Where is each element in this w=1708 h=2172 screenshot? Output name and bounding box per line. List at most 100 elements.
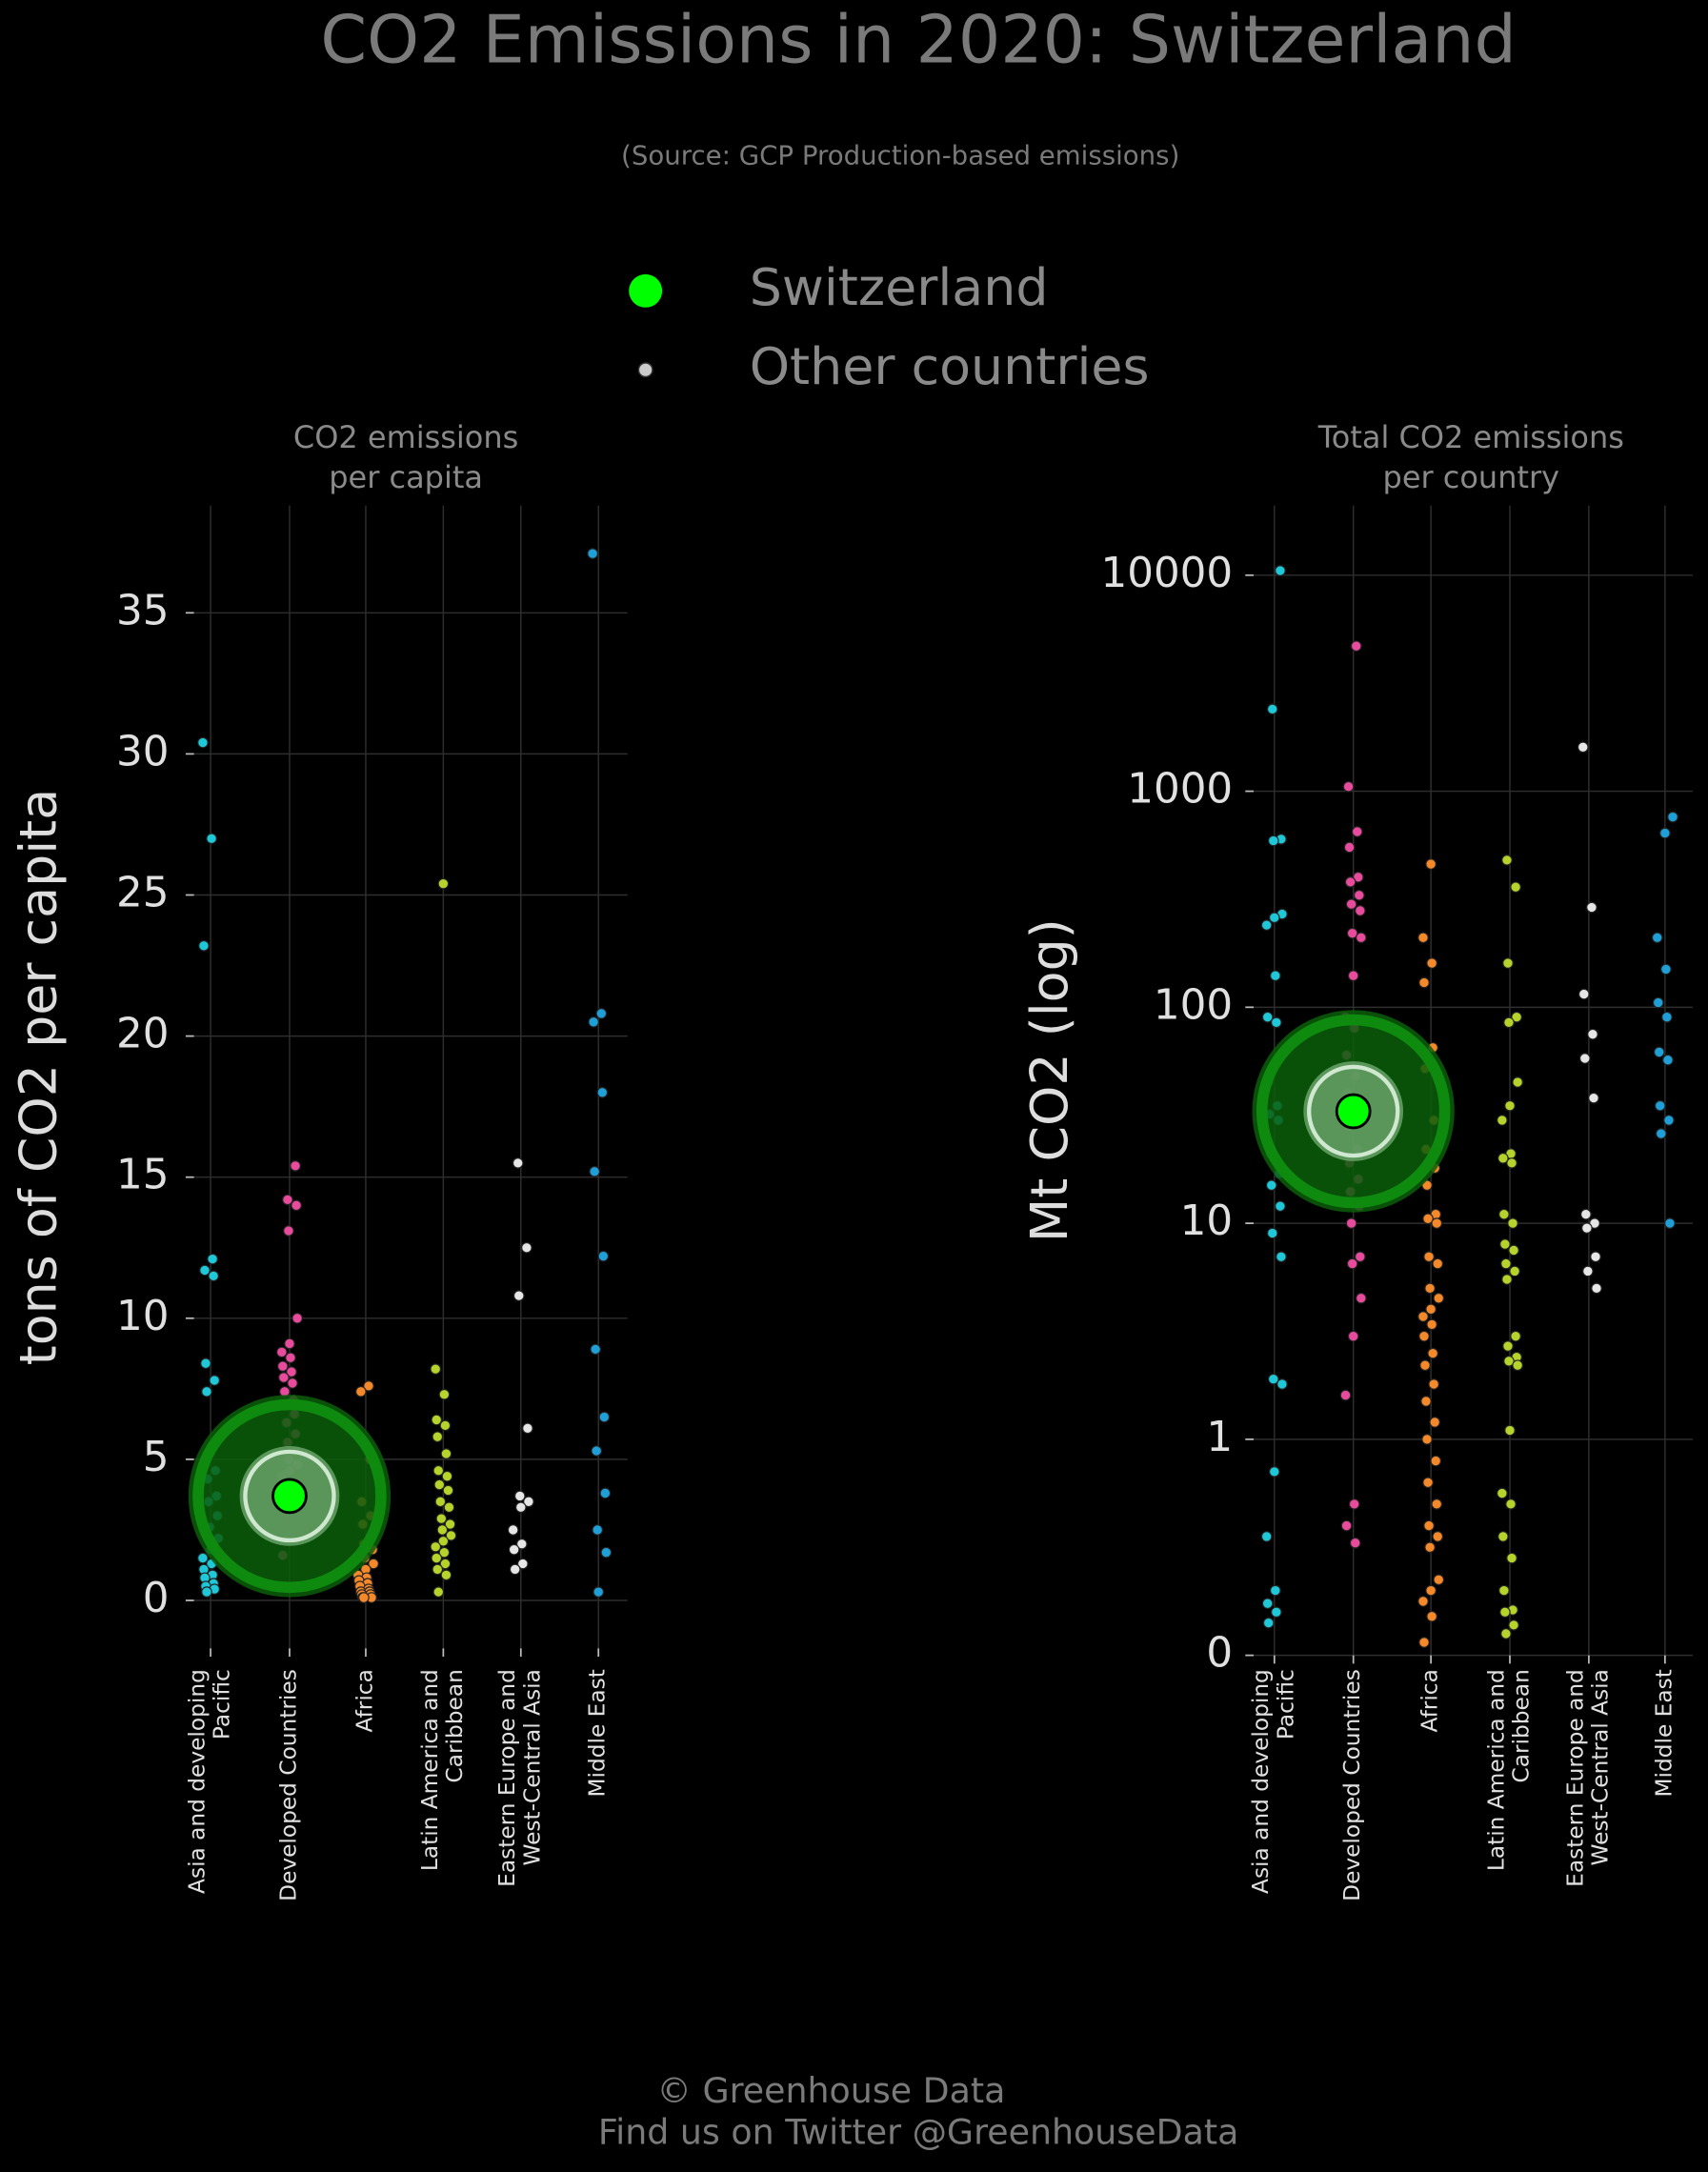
data-point bbox=[1262, 1617, 1275, 1629]
data-point bbox=[1591, 1282, 1602, 1295]
data-point bbox=[1586, 901, 1597, 914]
data-point bbox=[1501, 1274, 1513, 1285]
data-point bbox=[1587, 1028, 1598, 1040]
data-point bbox=[1499, 1238, 1511, 1250]
data-point bbox=[1577, 741, 1589, 754]
data-point bbox=[1663, 1115, 1675, 1126]
data-point bbox=[1419, 1359, 1431, 1372]
y-tick-label: 1 bbox=[1206, 1414, 1233, 1461]
x-tick-label: Caribbean bbox=[442, 1669, 468, 1782]
panel-title: Total CO2 emissions bbox=[1317, 419, 1624, 455]
data-point bbox=[291, 1312, 303, 1324]
data-point bbox=[1342, 780, 1355, 793]
data-point bbox=[1655, 1128, 1667, 1139]
data-point bbox=[1497, 1153, 1509, 1164]
y-tick-label: 30 bbox=[116, 728, 170, 775]
data-point bbox=[1503, 1016, 1515, 1029]
data-point bbox=[1498, 1208, 1510, 1220]
data-point bbox=[438, 1546, 451, 1559]
y-tick-label: 100 bbox=[1154, 981, 1233, 1029]
x-tick-label: Eastern Europe and bbox=[1562, 1669, 1588, 1887]
y-tick-label: 25 bbox=[116, 869, 170, 916]
data-point bbox=[1344, 876, 1356, 888]
highlight-halo bbox=[243, 1449, 336, 1543]
data-point bbox=[206, 833, 217, 845]
data-point bbox=[358, 1592, 370, 1603]
data-point bbox=[1351, 826, 1363, 837]
data-point bbox=[1508, 1244, 1519, 1257]
data-point bbox=[1654, 1099, 1666, 1112]
data-point bbox=[596, 1087, 609, 1098]
data-point bbox=[1350, 640, 1362, 652]
data-point bbox=[284, 1337, 295, 1350]
data-point bbox=[1502, 957, 1514, 969]
y-tick-label: 15 bbox=[116, 1152, 170, 1199]
data-point bbox=[368, 1558, 379, 1570]
data-point bbox=[1667, 811, 1678, 823]
data-point bbox=[1589, 1217, 1600, 1229]
data-point bbox=[1268, 1466, 1280, 1478]
data-point bbox=[1430, 1455, 1442, 1467]
data-point bbox=[440, 1448, 452, 1459]
data-point bbox=[285, 1352, 296, 1364]
x-tick-label: Africa bbox=[352, 1669, 377, 1732]
x-tick-label: Latin America and bbox=[1483, 1669, 1509, 1871]
legend-marker bbox=[637, 362, 653, 378]
data-point bbox=[1653, 1046, 1665, 1058]
data-point bbox=[1503, 1356, 1515, 1367]
data-point bbox=[286, 1366, 297, 1378]
data-point bbox=[1425, 1303, 1437, 1316]
data-point bbox=[1275, 1200, 1286, 1212]
data-point bbox=[1349, 1537, 1361, 1549]
x-tick-label: West-Central Asia bbox=[519, 1669, 545, 1865]
data-point bbox=[1352, 871, 1364, 883]
data-point bbox=[1343, 841, 1356, 854]
x-tick-label: Middle East bbox=[1651, 1669, 1677, 1797]
data-point bbox=[1497, 1487, 1508, 1499]
data-point bbox=[430, 1540, 442, 1553]
chart-title: CO2 Emissions in 2020: Switzerland bbox=[320, 2, 1516, 79]
data-point bbox=[1652, 996, 1664, 1009]
data-point bbox=[590, 1343, 601, 1356]
data-point bbox=[522, 1422, 533, 1435]
data-point bbox=[1499, 1606, 1511, 1619]
data-point bbox=[1432, 1257, 1444, 1270]
data-point bbox=[291, 1199, 302, 1212]
data-point bbox=[1502, 1340, 1514, 1352]
data-point bbox=[593, 1586, 605, 1598]
data-point bbox=[445, 1530, 457, 1541]
data-point bbox=[1276, 1251, 1287, 1263]
data-point bbox=[209, 1375, 220, 1386]
data-point bbox=[198, 939, 210, 952]
x-tick-label: Asia and developing bbox=[184, 1669, 210, 1894]
data-point bbox=[600, 1546, 613, 1559]
y-tick-label: 5 bbox=[143, 1434, 170, 1481]
data-point bbox=[1271, 1016, 1282, 1029]
data-point bbox=[363, 1380, 374, 1392]
data-point bbox=[509, 1563, 521, 1576]
data-point bbox=[1425, 1584, 1437, 1597]
data-point bbox=[1422, 1213, 1434, 1225]
y-tick-label: 20 bbox=[116, 1011, 170, 1058]
data-point bbox=[197, 1552, 209, 1564]
data-point bbox=[508, 1543, 520, 1556]
data-point bbox=[1417, 932, 1429, 944]
data-point bbox=[589, 1165, 600, 1177]
y-tick-label: 0 bbox=[143, 1575, 170, 1622]
data-point bbox=[1421, 1434, 1433, 1445]
data-point bbox=[199, 1264, 211, 1277]
y-tick-label: 10000 bbox=[1100, 550, 1233, 597]
data-point bbox=[437, 877, 450, 890]
data-point bbox=[599, 1487, 612, 1499]
data-point bbox=[595, 1008, 608, 1019]
data-point bbox=[587, 548, 598, 559]
data-point bbox=[1260, 1531, 1273, 1542]
data-point bbox=[1509, 1265, 1520, 1277]
data-point bbox=[1276, 1378, 1288, 1390]
data-point bbox=[597, 1250, 610, 1262]
data-point bbox=[1432, 1531, 1444, 1542]
data-point bbox=[1422, 1477, 1434, 1489]
data-point bbox=[1497, 1115, 1508, 1126]
y-tick-label: 0 bbox=[1206, 1630, 1233, 1678]
